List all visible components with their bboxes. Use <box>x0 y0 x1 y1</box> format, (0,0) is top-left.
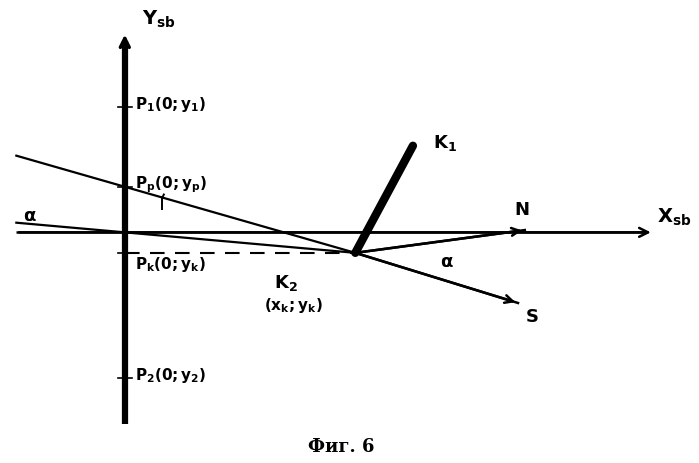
Text: $\mathbf{P_k(0;y_k)}$: $\mathbf{P_k(0;y_k)}$ <box>135 255 206 274</box>
Text: $\mathbf{P_2(0;y_2)}$: $\mathbf{P_2(0;y_2)}$ <box>135 366 206 385</box>
Text: $\mathbf{\alpha}$: $\mathbf{\alpha}$ <box>440 253 454 271</box>
Text: $\mathbf{K_1}$: $\mathbf{K_1}$ <box>433 133 457 153</box>
Text: $\mathbf{(x_k;y_k)}$: $\mathbf{(x_k;y_k)}$ <box>264 296 323 315</box>
Text: Фиг. 6: Фиг. 6 <box>308 438 375 456</box>
Text: $\mathbf{K_2}$: $\mathbf{K_2}$ <box>274 273 298 294</box>
Text: $\mathbf{X_{sb}}$: $\mathbf{X_{sb}}$ <box>657 206 691 228</box>
Text: $\mathbf{P_p(0;y_p)}$: $\mathbf{P_p(0;y_p)}$ <box>135 174 207 195</box>
Text: $\mathbf{P_1(0;y_1)}$: $\mathbf{P_1(0;y_1)}$ <box>135 95 206 114</box>
Text: $\mathbf{Y_{sb}}$: $\mathbf{Y_{sb}}$ <box>142 8 175 30</box>
Text: $\mathbf{\alpha}$: $\mathbf{\alpha}$ <box>23 207 37 225</box>
Text: $\mathbf{S}$: $\mathbf{S}$ <box>525 307 538 325</box>
Text: $\mathbf{N}$: $\mathbf{N}$ <box>514 200 529 219</box>
